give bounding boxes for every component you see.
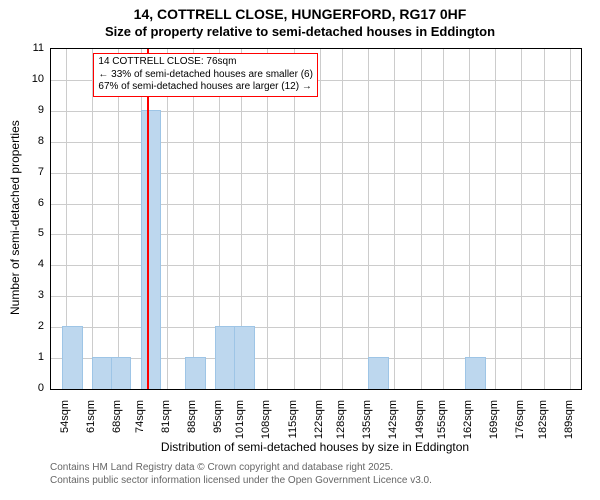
gridline-v	[421, 49, 422, 389]
y-tick-label: 6	[22, 197, 44, 209]
gridline-v	[167, 49, 168, 389]
gridline-h	[51, 142, 581, 143]
gridline-v	[342, 49, 343, 389]
annotation-box: 14 COTTRELL CLOSE: 76sqm← 33% of semi-de…	[93, 53, 318, 97]
x-tick-label: 155sqm	[436, 400, 448, 450]
x-tick-label: 176sqm	[514, 400, 526, 450]
histogram-bar	[185, 357, 206, 389]
y-tick-label: 0	[22, 382, 44, 394]
x-tick-label: 88sqm	[186, 400, 198, 450]
histogram-bar	[111, 357, 132, 389]
annotation-line1: 14 COTTRELL CLOSE: 76sqm	[98, 56, 313, 69]
x-tick-label: 95sqm	[212, 400, 224, 450]
x-tick-label: 115sqm	[287, 400, 299, 450]
gridline-h	[51, 265, 581, 266]
y-tick-label: 11	[22, 42, 44, 54]
gridline-h	[51, 111, 581, 112]
histogram-bar	[92, 357, 113, 389]
gridline-h	[51, 204, 581, 205]
x-tick-label: 182sqm	[537, 400, 549, 450]
annotation-line3: 67% of semi-detached houses are larger (…	[98, 81, 313, 94]
chart-container: 14, COTTRELL CLOSE, HUNGERFORD, RG17 0HF…	[0, 0, 600, 500]
y-tick-label: 9	[22, 104, 44, 116]
x-tick-label: 189sqm	[563, 400, 575, 450]
plot-area: 14 COTTRELL CLOSE: 76sqm← 33% of semi-de…	[50, 48, 582, 390]
histogram-bar	[215, 326, 236, 389]
x-tick-label: 128sqm	[335, 400, 347, 450]
gridline-v	[320, 49, 321, 389]
x-tick-label: 54sqm	[59, 400, 71, 450]
gridline-h	[51, 296, 581, 297]
gridline-v	[193, 49, 194, 389]
x-tick-label: 61sqm	[85, 400, 97, 450]
x-tick-label: 135sqm	[361, 400, 373, 450]
gridline-v	[118, 49, 119, 389]
x-tick-label: 108sqm	[260, 400, 272, 450]
gridline-v	[294, 49, 295, 389]
gridline-v	[521, 49, 522, 389]
annotation-line2: ← 33% of semi-detached houses are smalle…	[98, 69, 313, 82]
credit-line-2: Contains public sector information licen…	[50, 475, 432, 486]
gridline-v	[267, 49, 268, 389]
histogram-bar	[465, 357, 486, 389]
y-axis-title: Number of semi-detached properties	[8, 48, 24, 388]
gridline-v	[495, 49, 496, 389]
gridline-v	[570, 49, 571, 389]
gridline-v	[544, 49, 545, 389]
x-tick-label: 74sqm	[134, 400, 146, 450]
histogram-bar	[62, 326, 83, 389]
y-tick-label: 8	[22, 135, 44, 147]
gridline-h	[51, 327, 581, 328]
y-tick-label: 1	[22, 351, 44, 363]
gridline-v	[443, 49, 444, 389]
chart-title-line1: 14, COTTRELL CLOSE, HUNGERFORD, RG17 0HF	[0, 6, 600, 22]
gridline-v	[92, 49, 93, 389]
gridline-h	[51, 173, 581, 174]
x-tick-label: 162sqm	[462, 400, 474, 450]
property-marker-line	[147, 49, 149, 389]
x-tick-label: 101sqm	[234, 400, 246, 450]
histogram-bar	[234, 326, 255, 389]
y-tick-label: 3	[22, 289, 44, 301]
credit-line-1: Contains HM Land Registry data © Crown c…	[50, 462, 393, 473]
x-tick-label: 169sqm	[488, 400, 500, 450]
x-tick-label: 122sqm	[313, 400, 325, 450]
y-tick-label: 2	[22, 320, 44, 332]
y-tick-label: 5	[22, 227, 44, 239]
y-tick-label: 4	[22, 258, 44, 270]
gridline-v	[368, 49, 369, 389]
histogram-bar	[368, 357, 389, 389]
gridline-v	[394, 49, 395, 389]
histogram-bar	[141, 110, 162, 389]
gridline-h	[51, 234, 581, 235]
x-tick-label: 149sqm	[414, 400, 426, 450]
x-tick-label: 81sqm	[160, 400, 172, 450]
gridline-v	[469, 49, 470, 389]
y-tick-label: 10	[22, 73, 44, 85]
x-tick-label: 68sqm	[111, 400, 123, 450]
x-tick-label: 142sqm	[387, 400, 399, 450]
chart-title-line2: Size of property relative to semi-detach…	[0, 24, 600, 39]
y-tick-label: 7	[22, 166, 44, 178]
